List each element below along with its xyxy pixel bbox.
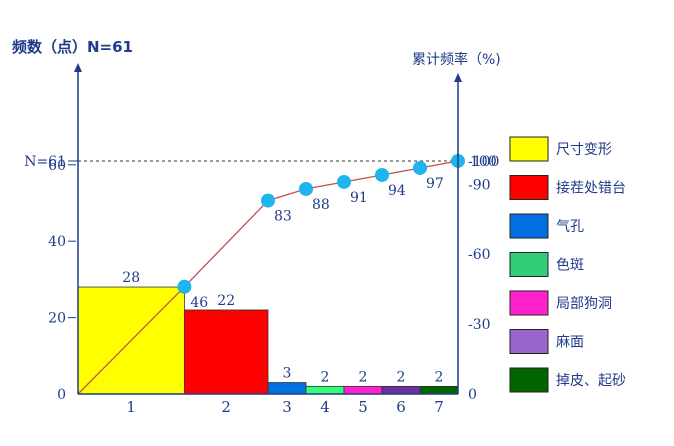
bar-value-3: 3	[283, 366, 292, 382]
legend-label-6: 麻面	[556, 335, 584, 351]
legend-label-4: 色斑	[556, 257, 584, 274]
x-tick-4: 4	[320, 398, 330, 416]
bar-5	[343, 385, 383, 395]
y2-tick-30: -30	[468, 317, 491, 333]
y-tick-60: 60	[48, 158, 66, 174]
bar-3	[267, 382, 307, 395]
cum-point-3	[299, 181, 313, 196]
left-axis-title: 频数（点）N=61	[12, 38, 133, 56]
left-y-ticks: 0 20 40 60	[48, 158, 78, 403]
bar-value-1: 28	[122, 270, 140, 286]
bar-6	[381, 385, 421, 395]
y-tick-20: 20	[48, 311, 66, 327]
legend-swatch-1	[509, 136, 549, 162]
cum-label-7: 100	[470, 154, 497, 170]
legend-swatch-4	[509, 252, 549, 277]
right-axis-title: 累计频率（%)	[412, 51, 501, 68]
cum-point-4	[337, 174, 351, 189]
legend-label-1: 尺寸变形	[556, 142, 612, 158]
bar-value-7: 2	[435, 369, 444, 385]
y2-tick-100: -100	[468, 154, 499, 170]
legend-label-2: 接茬处错台	[556, 180, 626, 197]
legend-label-7: 掉皮、起砂	[556, 373, 626, 389]
legend-swatch-3	[509, 213, 549, 239]
y2-tick-60: -60	[468, 247, 491, 263]
cumulative-labels: 46 83 88 91 94 97 100	[190, 154, 496, 311]
right-y-ticks: 0 -30 -60 -90 -100	[468, 154, 499, 403]
x-tick-6: 6	[396, 398, 406, 416]
y2-tick-90: -90	[468, 177, 491, 193]
legend-swatch-5	[509, 290, 549, 316]
cum-label-3: 88	[312, 197, 330, 213]
cum-label-4: 91	[350, 190, 368, 206]
bar-value-6: 2	[397, 369, 406, 385]
cum-point-2	[261, 193, 275, 208]
x-tick-3: 3	[282, 398, 292, 416]
y-tick-40: 40	[48, 234, 66, 250]
legend-swatch-7	[509, 367, 549, 393]
legend-swatch-6	[509, 329, 549, 354]
legend-label-5: 局部狗洞	[556, 296, 612, 312]
n-label: N=61	[24, 154, 66, 170]
x-tick-7: 7	[434, 398, 444, 416]
cum-label-1: 46	[190, 295, 208, 311]
legend-label-3: 气孔	[556, 219, 584, 235]
cum-label-2: 83	[274, 209, 292, 225]
bar-value-5: 2	[359, 369, 368, 385]
bar-value-4: 2	[321, 369, 330, 385]
cum-point-1	[177, 279, 192, 294]
x-tick-1: 1	[126, 398, 136, 416]
cum-point-5	[375, 167, 389, 182]
cum-point-6	[413, 160, 427, 175]
legend-swatch-2	[509, 175, 549, 200]
x-category-labels: 1 2 3 4 5 6 7	[126, 398, 443, 416]
x-tick-5: 5	[358, 398, 368, 416]
bar-value-2: 22	[217, 293, 235, 309]
cum-label-6: 97	[426, 176, 444, 192]
y2-tick-0: 0	[468, 387, 477, 403]
x-tick-2: 2	[221, 398, 231, 416]
cumulative-points	[177, 153, 465, 294]
y-tick-0: 0	[57, 387, 66, 403]
bar-4	[305, 385, 345, 395]
bar-2	[183, 309, 269, 395]
bar-7	[419, 385, 459, 395]
cum-label-5: 94	[388, 183, 406, 199]
